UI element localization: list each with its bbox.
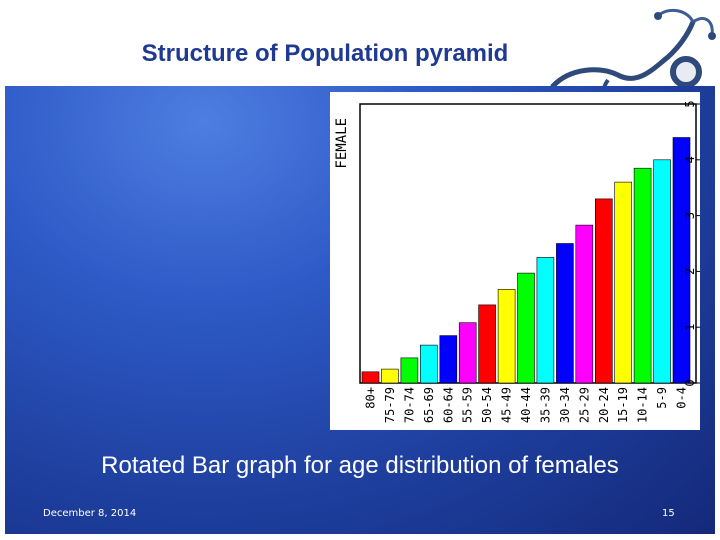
bar-0-4: [672, 137, 691, 384]
category-label: 60-64: [441, 387, 455, 423]
category-label: 25-29: [577, 387, 591, 423]
bar-65-69: [420, 344, 438, 384]
category-label: 65-69: [422, 387, 436, 423]
category-label: 45-49: [500, 387, 514, 423]
category-label: 35-39: [538, 387, 552, 423]
bar-75-79: [381, 368, 399, 384]
category-label: 55-59: [461, 387, 475, 423]
bar-35-39: [536, 257, 555, 384]
bar-30-34: [556, 243, 574, 384]
slide-title: Structure of Population pyramid: [141, 40, 509, 67]
stethoscope-icon: [550, 8, 716, 106]
bar-25-29: [575, 224, 594, 384]
category-label: 70-74: [402, 387, 416, 423]
category-label: 20-24: [597, 387, 611, 423]
bar-5-9: [653, 159, 671, 384]
bar-60-64: [439, 335, 458, 384]
bar-15-19: [614, 181, 633, 384]
bar-10-14: [633, 167, 652, 384]
bar-55-59: [458, 322, 477, 384]
category-label: 75-79: [383, 387, 397, 423]
category-label: 15-19: [616, 387, 630, 423]
bar-80+: [361, 371, 380, 384]
female-bar-chart: FEMALE 0 1 2 3 4 5 80+ 75-79 70-74 65-69 60-64 55-…: [330, 92, 700, 430]
y-tick-label: 1: [683, 324, 697, 331]
category-label: 50-54: [480, 387, 494, 423]
y-tick-label: 4: [683, 156, 697, 163]
category-label: 80+: [364, 387, 378, 409]
bar-45-49: [497, 289, 516, 384]
y-tick-label: 0: [683, 379, 697, 386]
y-tick-label: 5: [683, 100, 697, 107]
category-label: 30-34: [558, 387, 572, 423]
bar-40-44: [517, 272, 535, 384]
slide-caption: Rotated Bar graph for age distribution o…: [101, 452, 619, 479]
category-label: 5-9: [655, 387, 669, 409]
bar-70-74: [400, 357, 419, 384]
y-tick-label: 3: [683, 212, 697, 219]
category-label: 0-4: [675, 387, 689, 409]
footer-date: December 8, 2014: [43, 508, 137, 519]
bar-50-54: [478, 304, 496, 384]
category-label: 40-44: [519, 387, 533, 423]
y-tick-label: 2: [683, 268, 697, 275]
chart-ylabel: FEMALE: [334, 118, 350, 169]
category-label: 10-14: [636, 387, 650, 423]
page-number: 15: [662, 508, 675, 519]
bar-20-24: [594, 198, 613, 384]
